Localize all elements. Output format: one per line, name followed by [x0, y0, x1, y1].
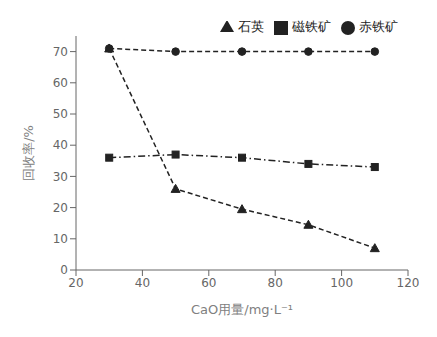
svg-text:120: 120 [397, 276, 420, 290]
html-text:石英: 石英 [238, 19, 264, 34]
svg-text:50: 50 [53, 107, 68, 121]
html-text:磁铁矿: 磁铁矿 [292, 19, 331, 34]
svg-text:10: 10 [53, 232, 68, 246]
svg-text:70: 70 [53, 45, 68, 59]
svg-text:30: 30 [53, 170, 68, 184]
svg-text:CaO用量/mg·L⁻¹: CaO用量/mg·L⁻¹ [191, 302, 293, 317]
svg-text:100: 100 [330, 276, 353, 290]
svg-text:20: 20 [68, 276, 83, 290]
svg-text:80: 80 [268, 276, 283, 290]
svg-text:回收率/%: 回收率/% [21, 125, 36, 181]
svg-text:60: 60 [53, 76, 68, 90]
svg-text:60: 60 [201, 276, 216, 290]
html-text:赤铁矿: 赤铁矿 [359, 19, 398, 34]
svg-text:40: 40 [135, 276, 150, 290]
svg-text:0: 0 [60, 263, 68, 277]
svg-text:40: 40 [53, 138, 68, 152]
svg-text:20: 20 [53, 201, 68, 215]
